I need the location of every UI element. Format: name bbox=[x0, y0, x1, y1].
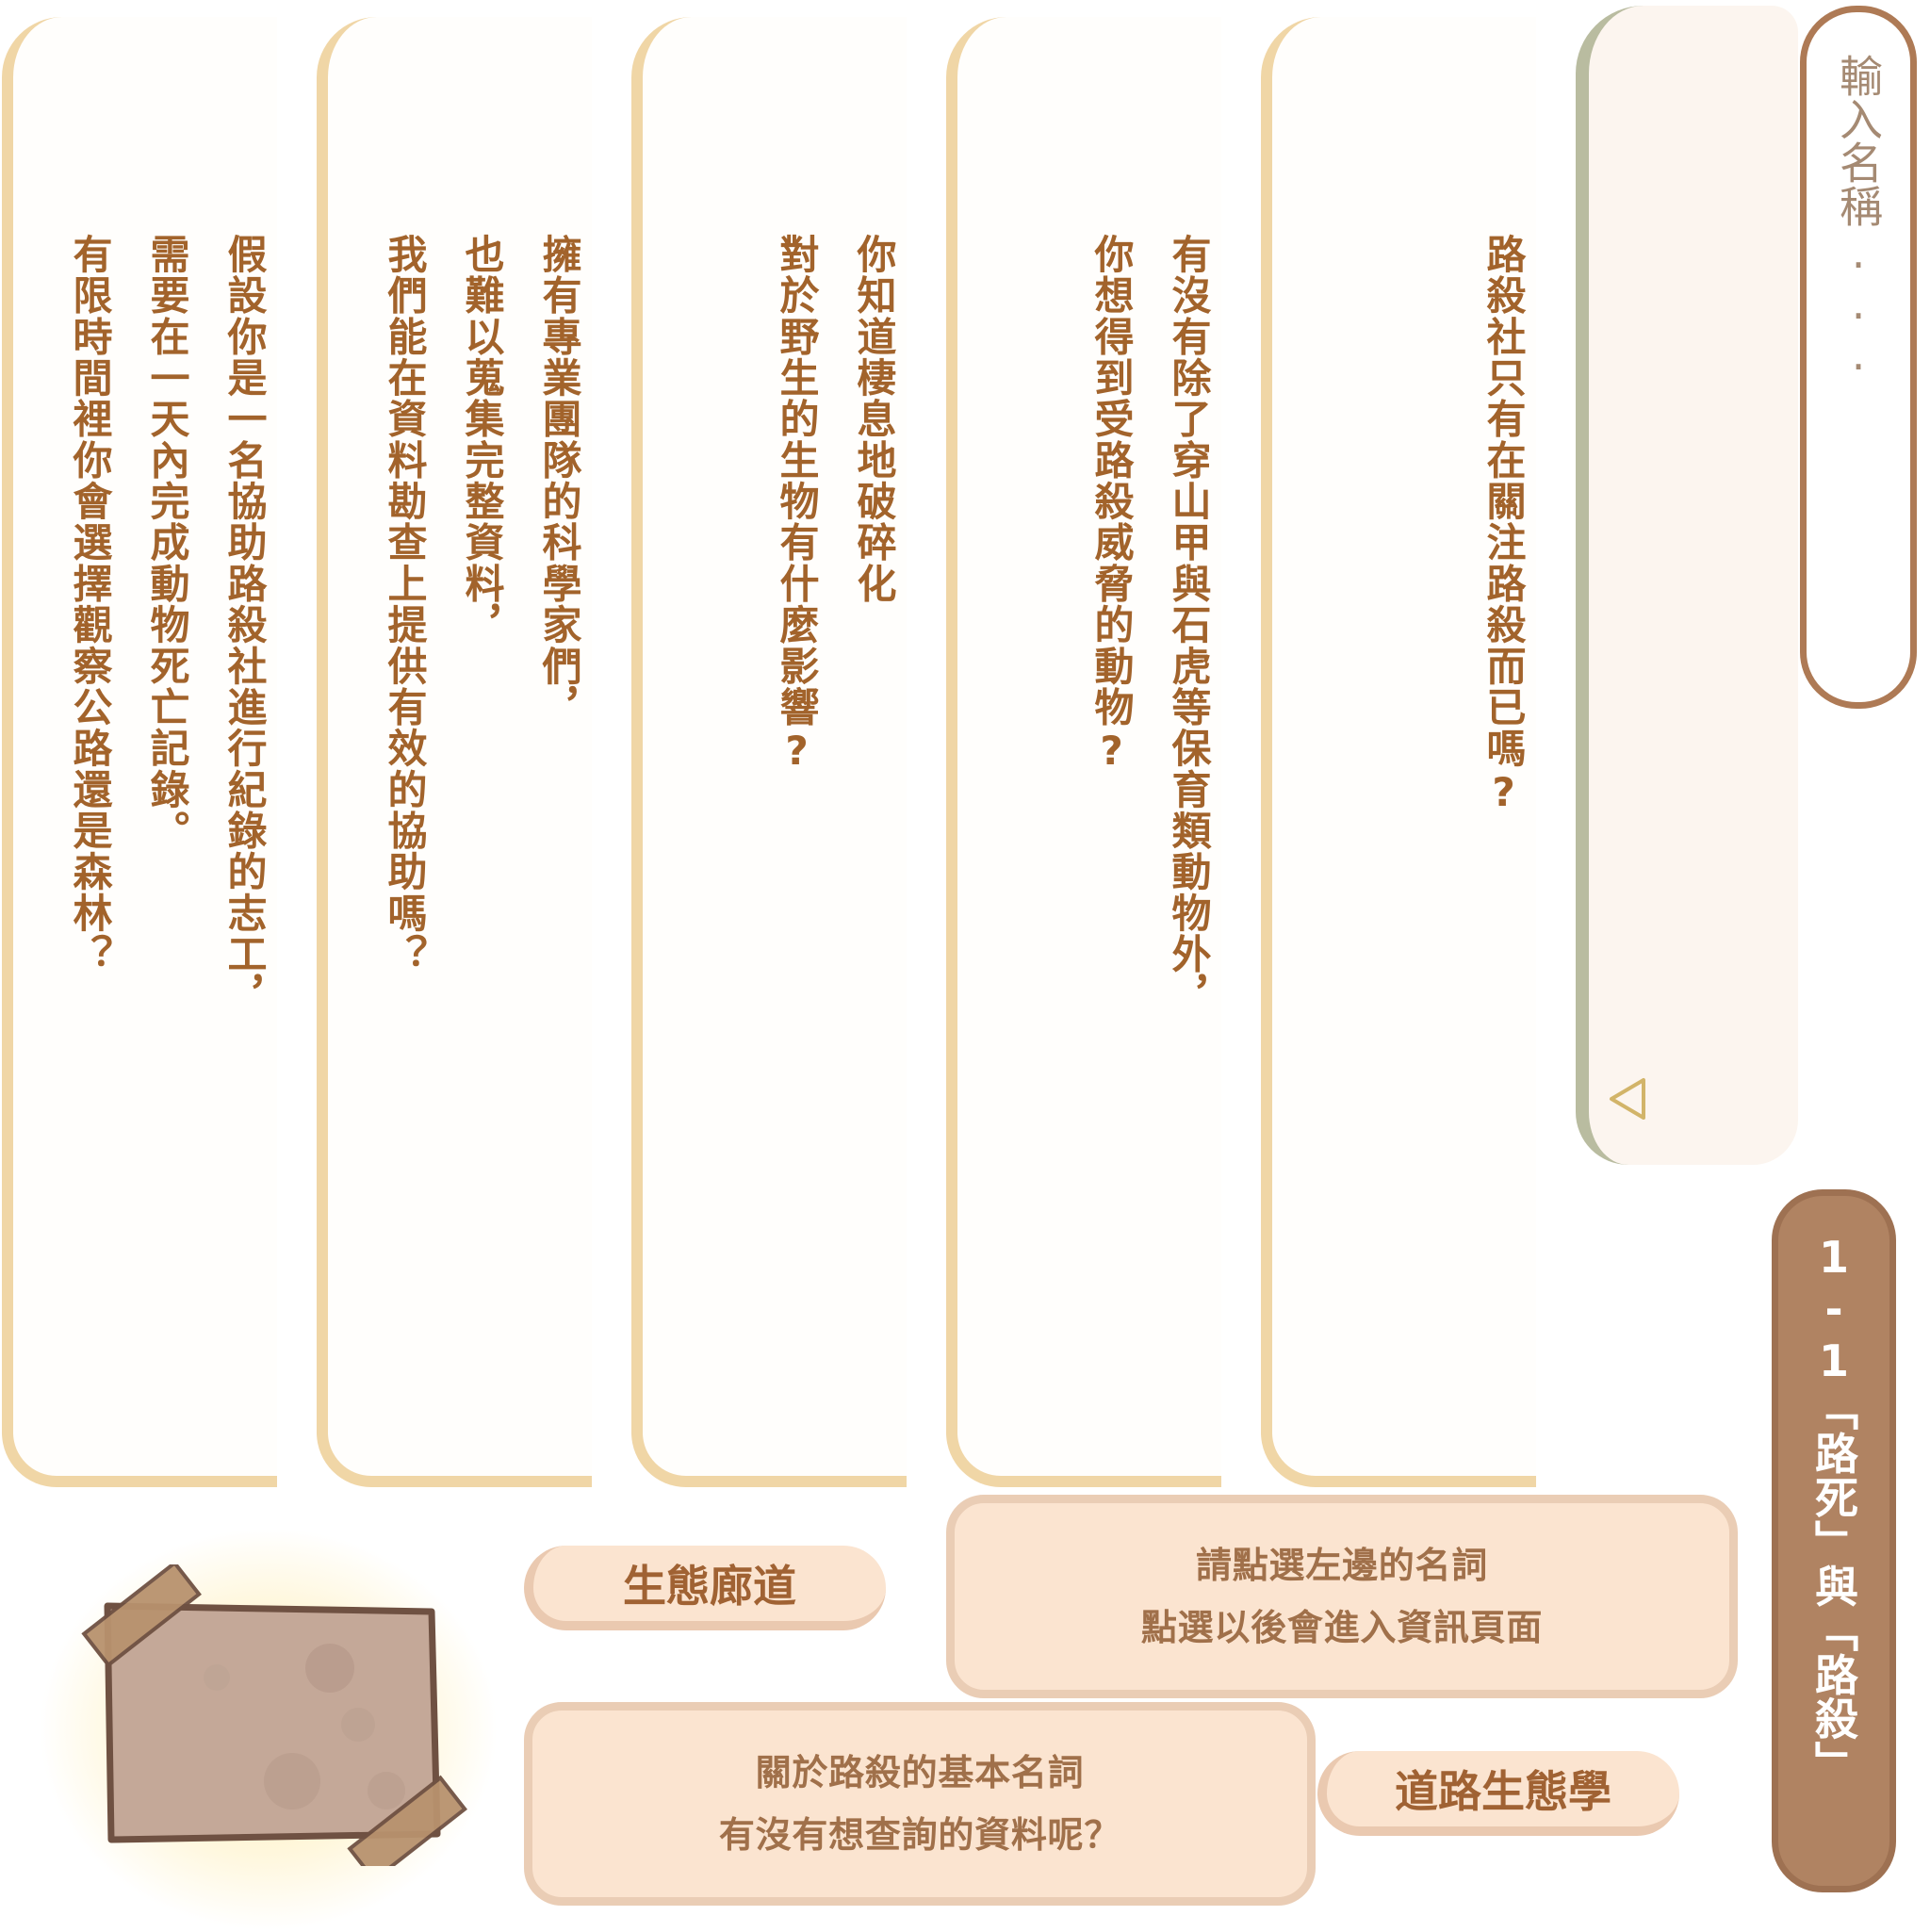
search-field[interactable] bbox=[1800, 6, 1917, 709]
term-button-ecological-corridor[interactable]: 生態廊道 bbox=[524, 1546, 886, 1630]
question-card-4[interactable]: 擁有專業團隊的科學家們， 也難以蒐集完整資料， 我們能在資料勘查上提供有效的協助… bbox=[317, 17, 592, 1487]
about-hint-line-2: 有沒有想查詢的資料呢？ bbox=[718, 1814, 1121, 1856]
question-2-line-2: 你想得到受路殺威脅的動物? bbox=[1088, 234, 1135, 776]
question-5-line-1: 假設你是一名協助路殺社進行紀錄的志工， bbox=[221, 234, 268, 1016]
question-card-1[interactable]: 路殺社只有在關注路殺而已嗎? bbox=[1261, 17, 1536, 1487]
question-3-line-2: 對於野生的生物有什麼影響? bbox=[774, 234, 820, 776]
term-button-road-ecology[interactable]: 道路生態學 bbox=[1317, 1751, 1679, 1836]
question-card-3[interactable]: 你知道棲息地破碎化 對於野生的生物有什麼影響? bbox=[631, 17, 907, 1487]
select-hint-box: 請點選左邊的名詞 點選以後會進入資訊頁面 bbox=[946, 1495, 1738, 1698]
about-hint-line-1: 關於路殺的基本名詞 bbox=[755, 1752, 1085, 1793]
about-hint-box: 關於路殺的基本名詞 有沒有想查詢的資料呢？ bbox=[524, 1702, 1316, 1906]
section-tab[interactable]: 1-1「路死」與「路殺」 bbox=[1772, 1189, 1896, 1892]
triangle-down-outline-icon[interactable] bbox=[1602, 1072, 1655, 1125]
term-button-road-ecology-label: 道路生態學 bbox=[1395, 1766, 1611, 1817]
search-dropdown-panel[interactable] bbox=[1576, 6, 1798, 1165]
question-3-line-1: 你知道棲息地破碎化 bbox=[851, 234, 897, 605]
question-card-5[interactable]: 假設你是一名協助路殺社進行紀錄的志工， 需要在一天內完成動物死亡記錄。 有限時間… bbox=[2, 17, 277, 1487]
select-hint-line-2: 點選以後會進入資訊頁面 bbox=[1140, 1607, 1544, 1648]
question-5-line-2: 需要在一天內完成動物死亡記錄。 bbox=[144, 234, 190, 852]
question-2-line-1: 有沒有除了穿山甲與石虎等保育類動物外， bbox=[1166, 234, 1212, 1016]
question-4-line-3: 我們能在資料勘查上提供有效的協助嗎？ bbox=[382, 234, 428, 975]
taped-note-icon[interactable] bbox=[75, 1564, 471, 1866]
section-tab-label: 1-1「路死」與「路殺」 bbox=[1808, 1232, 1859, 1786]
question-1-line-1: 路殺社只有在關注路殺而已嗎? bbox=[1480, 234, 1527, 817]
question-4-line-2: 也難以蒐集完整資料， bbox=[459, 234, 505, 646]
question-4-line-1: 擁有專業團隊的科學家們， bbox=[536, 234, 582, 729]
select-hint-line-1: 請點選左邊的名詞 bbox=[1195, 1545, 1489, 1586]
search-input[interactable] bbox=[1816, 54, 1901, 664]
term-button-ecological-corridor-label: 生態廊道 bbox=[623, 1561, 796, 1612]
question-card-2[interactable]: 有沒有除了穿山甲與石虎等保育類動物外， 你想得到受路殺威脅的動物? bbox=[946, 17, 1221, 1487]
question-5-line-3: 有限時間裡你會選擇觀察公路還是森林？ bbox=[67, 234, 113, 975]
